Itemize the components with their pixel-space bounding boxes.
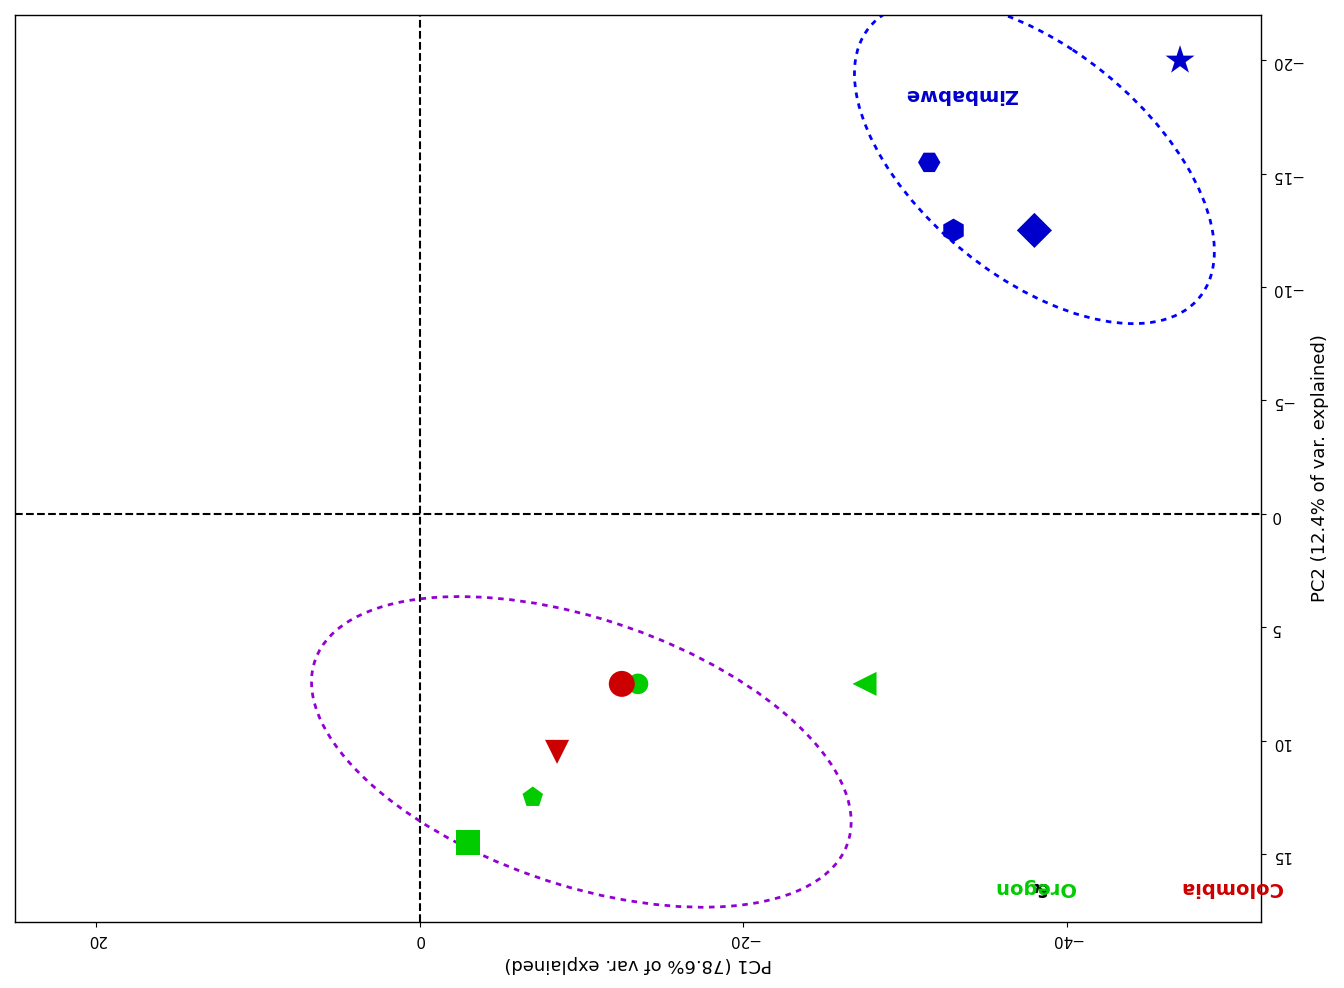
- Text: Zimbabwe: Zimbabwe: [905, 85, 1019, 104]
- Point: [457, 835, 478, 851]
- Point: [853, 676, 875, 692]
- Point: [628, 676, 649, 692]
- Point: [612, 676, 633, 692]
- Point: [1024, 222, 1046, 238]
- Text: Oregon: Oregon: [995, 878, 1075, 897]
- Text: Colombia: Colombia: [1180, 878, 1282, 897]
- Point: [1169, 52, 1191, 68]
- X-axis label: PC1 (78.6% of var. explained): PC1 (78.6% of var. explained): [504, 955, 771, 973]
- Point: [918, 154, 939, 170]
- Point: [546, 744, 567, 760]
- Point: [521, 789, 543, 805]
- Point: [942, 222, 964, 238]
- Y-axis label: PC2 (12.4% of var. explained): PC2 (12.4% of var. explained): [1310, 335, 1329, 603]
- Text: &: &: [1027, 878, 1056, 897]
